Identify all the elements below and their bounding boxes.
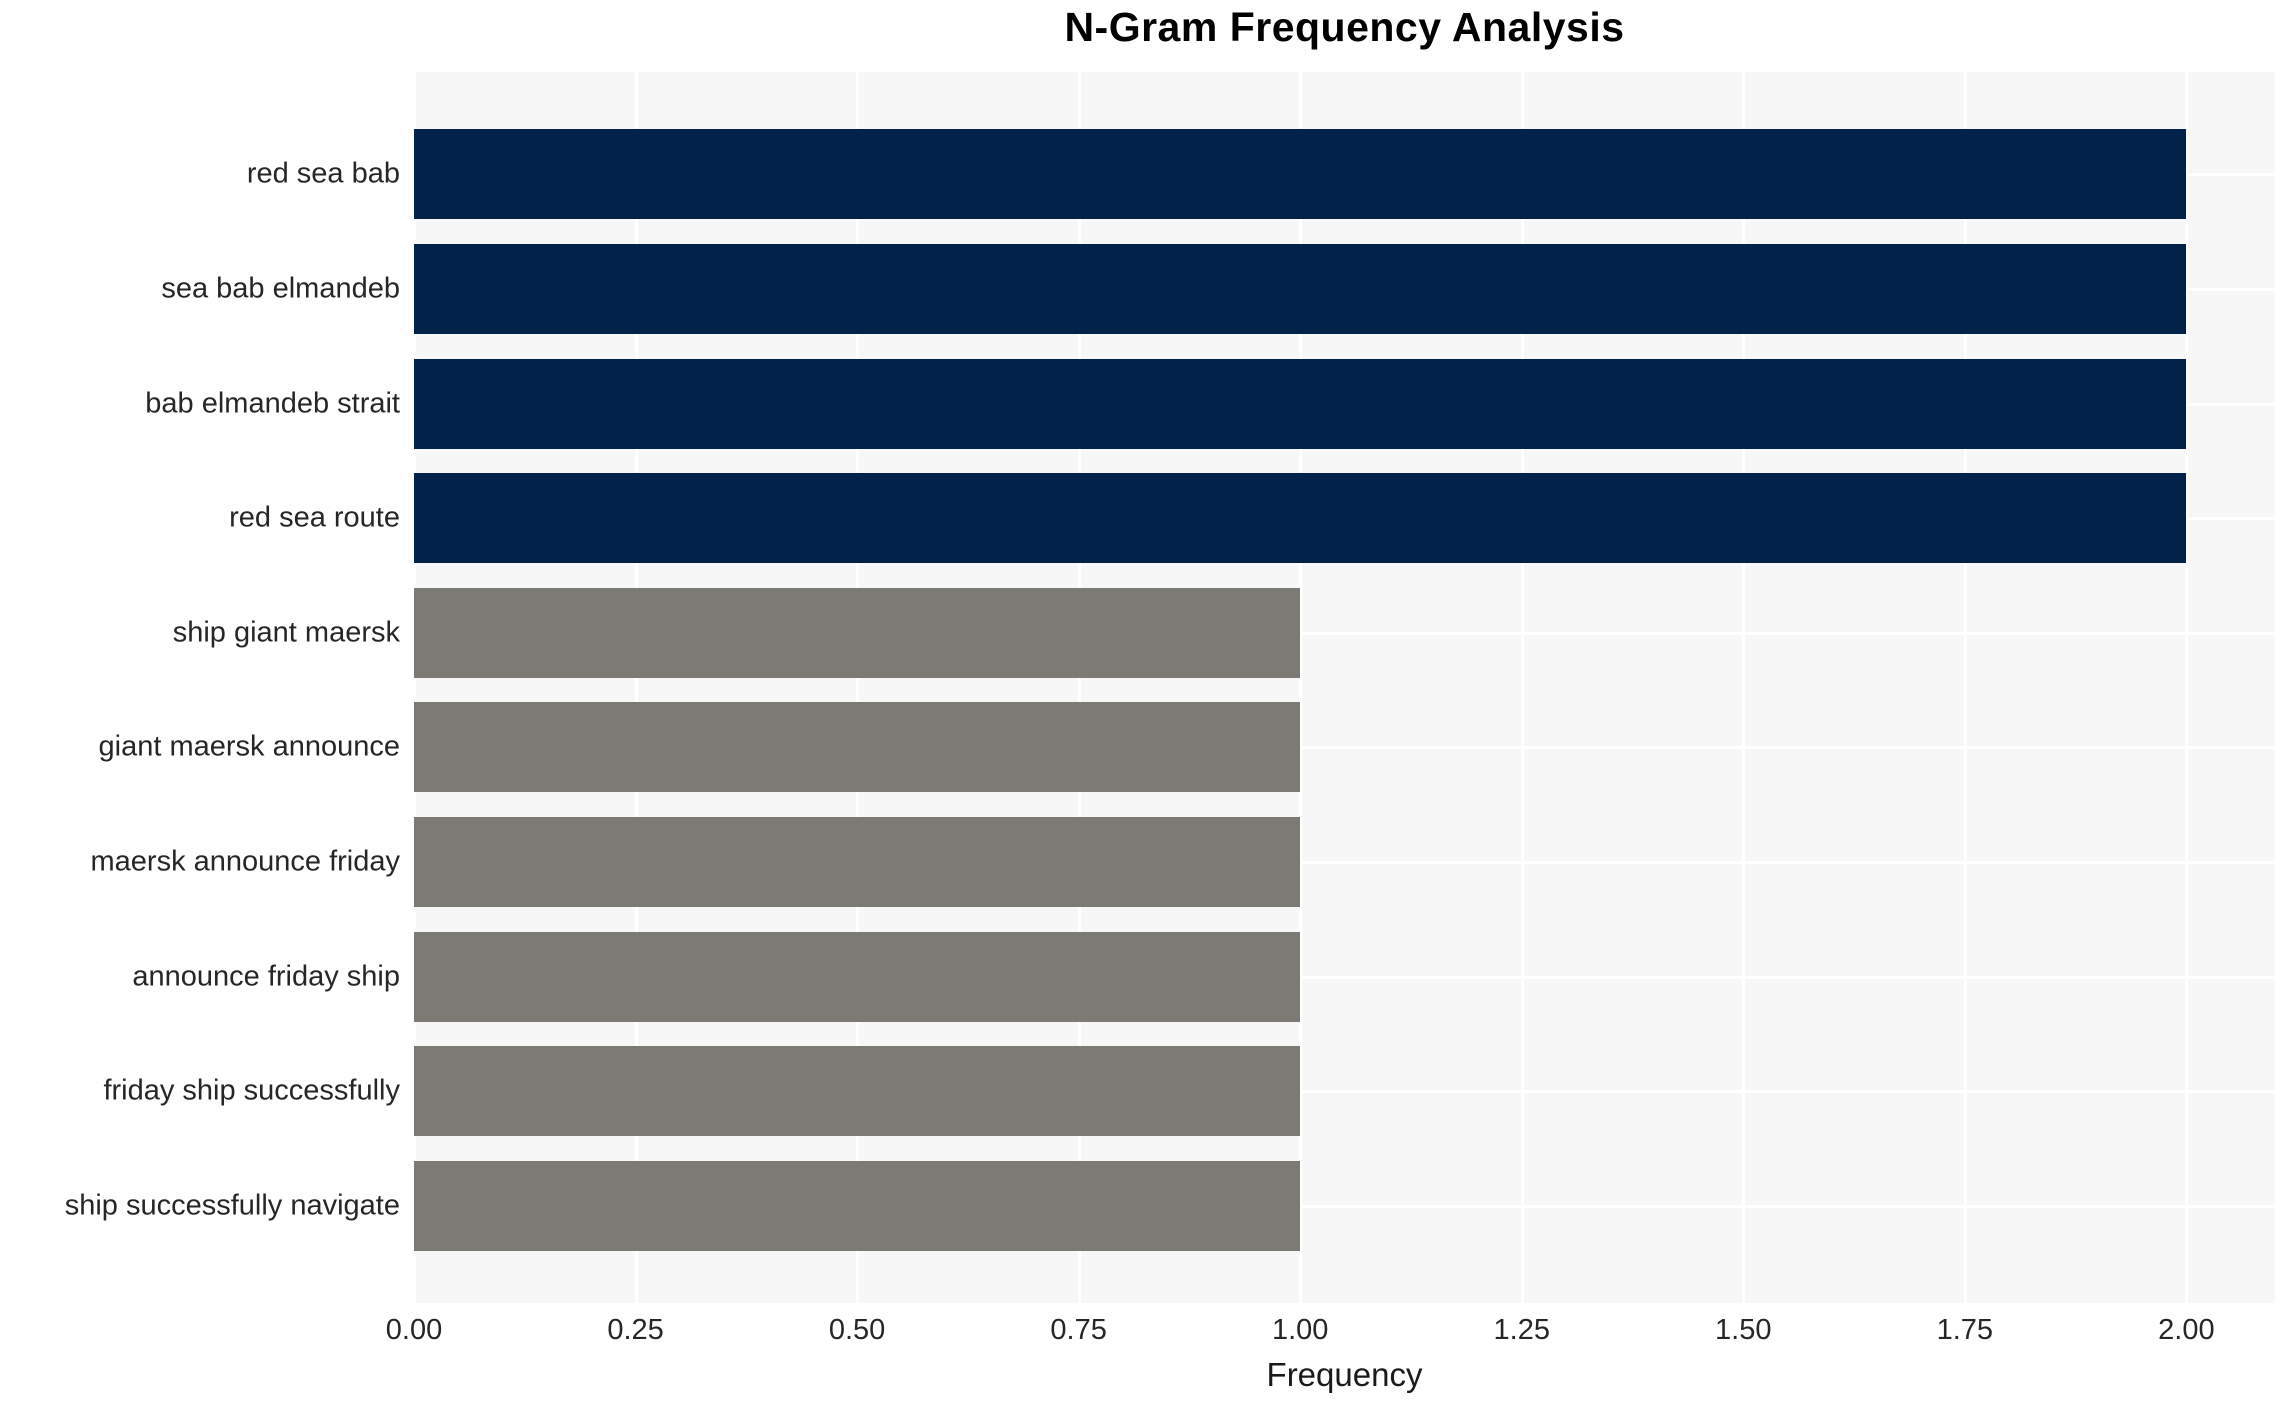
- y-tick-label: bab elmandeb strait: [145, 387, 400, 419]
- bar-bab-elmandeb-strait: [414, 358, 2187, 449]
- bar-announce-friday-ship: [414, 931, 1301, 1022]
- x-tick-label: 1.50: [1715, 1314, 1772, 1346]
- vertical-gridline: [2185, 72, 2189, 1303]
- horizontal-gridline: [414, 1090, 2275, 1094]
- vertical-gridline: [1742, 72, 1746, 1303]
- x-tick-label: 0.00: [385, 1314, 443, 1346]
- bar-giant-maersk-announce: [414, 702, 1301, 793]
- plot-area: [413, 72, 2275, 1303]
- bar-sea-bab-elmandeb: [414, 243, 2187, 334]
- bar-ship-successfully-navigate: [414, 1160, 1301, 1251]
- bar-ship-giant-maersk: [414, 587, 1301, 678]
- horizontal-gridline: [414, 860, 2275, 864]
- bar-red-sea-bab: [414, 129, 2187, 220]
- horizontal-gridline: [414, 1204, 2275, 1208]
- y-tick-label: red sea bab: [246, 157, 400, 190]
- y-tick-label: maersk announce friday: [90, 845, 401, 878]
- y-tick-label: giant maersk announce: [98, 730, 400, 763]
- vertical-gridline: [634, 72, 638, 1303]
- x-tick-label: 0.75: [1050, 1314, 1107, 1346]
- x-tick-label: 1.75: [1936, 1314, 1994, 1346]
- y-tick-label: ship successfully navigate: [64, 1189, 400, 1222]
- x-tick-label: 1.25: [1493, 1314, 1550, 1346]
- x-tick-label: 2.00: [2158, 1314, 2215, 1346]
- chart-title: N-Gram Frequency Analysis: [1064, 4, 1625, 50]
- x-tick-label: 1.00: [1271, 1314, 1329, 1346]
- vertical-gridline: [1299, 72, 1303, 1303]
- y-tick-label: red sea route: [229, 501, 400, 534]
- bar-maersk-announce-friday: [414, 816, 1301, 907]
- vertical-gridline: [1963, 72, 1967, 1303]
- y-tick-label: announce friday ship: [132, 960, 400, 992]
- vertical-gridline: [856, 72, 860, 1303]
- vertical-gridline: [1077, 72, 1081, 1303]
- vertical-gridline: [413, 72, 416, 1303]
- x-tick-label: 0.50: [828, 1314, 886, 1346]
- vertical-gridline: [1520, 72, 1524, 1303]
- horizontal-gridline: [414, 631, 2275, 635]
- horizontal-gridline: [414, 975, 2275, 979]
- y-tick-label: ship giant maersk: [172, 616, 400, 649]
- y-tick-label: sea bab elmandeb: [161, 272, 400, 305]
- bar-red-sea-route: [414, 473, 2187, 564]
- bar-friday-ship-successfully: [414, 1046, 1301, 1137]
- horizontal-gridline: [414, 746, 2275, 750]
- y-tick-label: friday ship successfully: [103, 1074, 400, 1107]
- x-axis-title: Frequency: [1266, 1356, 1423, 1393]
- x-tick-label: 0.25: [607, 1314, 664, 1346]
